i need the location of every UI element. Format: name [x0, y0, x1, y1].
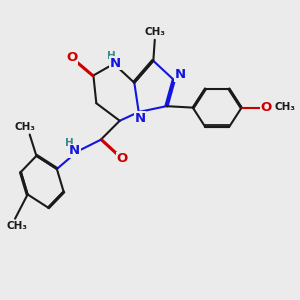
Text: N: N: [175, 68, 186, 81]
Text: O: O: [66, 51, 78, 64]
Text: H: H: [65, 138, 74, 148]
Text: CH₃: CH₃: [15, 122, 36, 132]
Text: CH₃: CH₃: [145, 27, 166, 37]
Text: N: N: [110, 57, 121, 70]
Text: O: O: [260, 100, 272, 113]
Text: N: N: [135, 112, 146, 125]
Text: CH₃: CH₃: [6, 221, 27, 231]
Text: CH₃: CH₃: [275, 102, 296, 112]
Text: O: O: [117, 152, 128, 165]
Text: N: N: [69, 144, 80, 158]
Text: H: H: [106, 51, 115, 61]
